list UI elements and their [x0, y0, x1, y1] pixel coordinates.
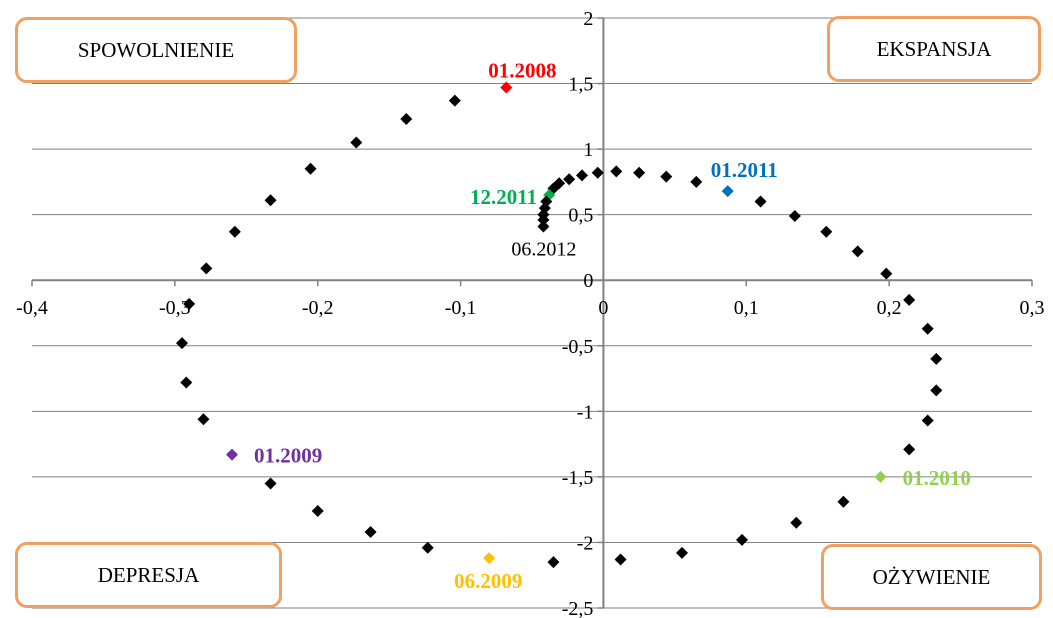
data-point-highlighted: [537, 220, 550, 233]
y-tick-label: 0,5: [568, 205, 593, 227]
data-point: [880, 267, 893, 280]
data-point: [754, 195, 767, 208]
data-point: [311, 504, 324, 517]
data-point-highlighted: [483, 552, 496, 565]
data-point: [903, 443, 916, 456]
point-label: 01.2009: [254, 444, 322, 468]
data-point: [610, 165, 623, 178]
quadrant-label-top-left: SPOWOLNIENIE: [15, 17, 297, 83]
data-point: [176, 337, 188, 350]
data-point: [591, 166, 604, 179]
data-point: [537, 213, 550, 226]
data-point: [228, 225, 241, 238]
axes: [31, 17, 1033, 609]
x-tick-label: -0,1: [445, 297, 477, 319]
data-point: [676, 546, 688, 559]
point-label: 12.2011: [470, 185, 537, 209]
data-point: [633, 166, 646, 179]
data-point: [547, 556, 560, 569]
data-point: [690, 175, 703, 188]
y-tick-label: 2: [583, 8, 593, 30]
data-point: [304, 162, 317, 175]
y-tick-label: 1: [583, 139, 593, 161]
grid-lines: [32, 17, 1032, 609]
data-point: [421, 541, 434, 554]
data-point-highlighted: [500, 81, 513, 94]
point-label: 01.2008: [488, 58, 556, 82]
data-point: [563, 173, 576, 186]
data-point: [614, 553, 627, 566]
y-tick-label: -1,5: [562, 467, 594, 489]
data-point: [790, 516, 803, 529]
quadrant-label-bottom-left: DEPRESJA: [15, 542, 282, 608]
y-tick-label: -0,5: [562, 336, 594, 358]
data-point: [851, 245, 864, 258]
data-point: [903, 293, 916, 306]
data-point: [788, 209, 801, 222]
data-point: [183, 297, 196, 310]
point-label: 01.2011: [711, 158, 778, 182]
y-tick-label: -2: [577, 532, 594, 554]
data-point: [364, 525, 377, 538]
data-point: [930, 352, 943, 365]
x-tick-label: 0: [598, 297, 608, 319]
data-point: [264, 477, 277, 490]
y-tick-label: -1: [577, 401, 594, 423]
x-tick-label: 0,2: [877, 297, 902, 319]
data-point: [264, 194, 277, 207]
y-tick-label: 0: [583, 270, 593, 292]
data-point: [197, 413, 210, 426]
data-point: [820, 225, 833, 238]
data-point-highlighted: [721, 185, 734, 198]
tick-labels: 21,510,50-0,5-1-1,5-2-2,5-0,4 -0,3 -0,2 -0,…: [16, 8, 1044, 618]
data-point: [350, 136, 363, 149]
quadrant-label-bottom-right: OŻYWIENIE: [821, 544, 1042, 610]
data-point: [660, 170, 673, 183]
x-tick-label: 0,1: [734, 297, 759, 319]
data-point: [180, 376, 193, 389]
data-point: [200, 262, 213, 275]
x-tick-label: 0,3: [1020, 297, 1045, 319]
point-label: 06.2012: [511, 238, 576, 260]
data-point: [921, 414, 934, 427]
data-point-highlighted: [226, 448, 238, 461]
data-point-highlighted: [874, 470, 887, 483]
data-point: [448, 94, 461, 107]
data-point: [576, 169, 588, 182]
x-tick-label: -0,3: [159, 297, 191, 319]
x-tick-label: -0,4: [16, 297, 48, 319]
x-tick-label: -0,2: [302, 297, 334, 319]
data-point: [921, 322, 934, 335]
data-points: [176, 81, 943, 569]
y-tick-label: 1,5: [568, 74, 593, 96]
data-point: [930, 384, 943, 397]
quadrant-label-top-right: EKSPANSJA: [827, 16, 1041, 82]
point-label: 01.2010: [903, 466, 971, 490]
data-point: [736, 533, 748, 546]
y-tick-label: -2,5: [562, 598, 594, 618]
data-point: [400, 112, 413, 125]
data-point: [837, 495, 850, 508]
point-label: 06.2009: [454, 569, 522, 593]
point-annotations: 01.2008 01.2009 06.2009 01.2010 01.2011 12.20…: [254, 58, 971, 593]
